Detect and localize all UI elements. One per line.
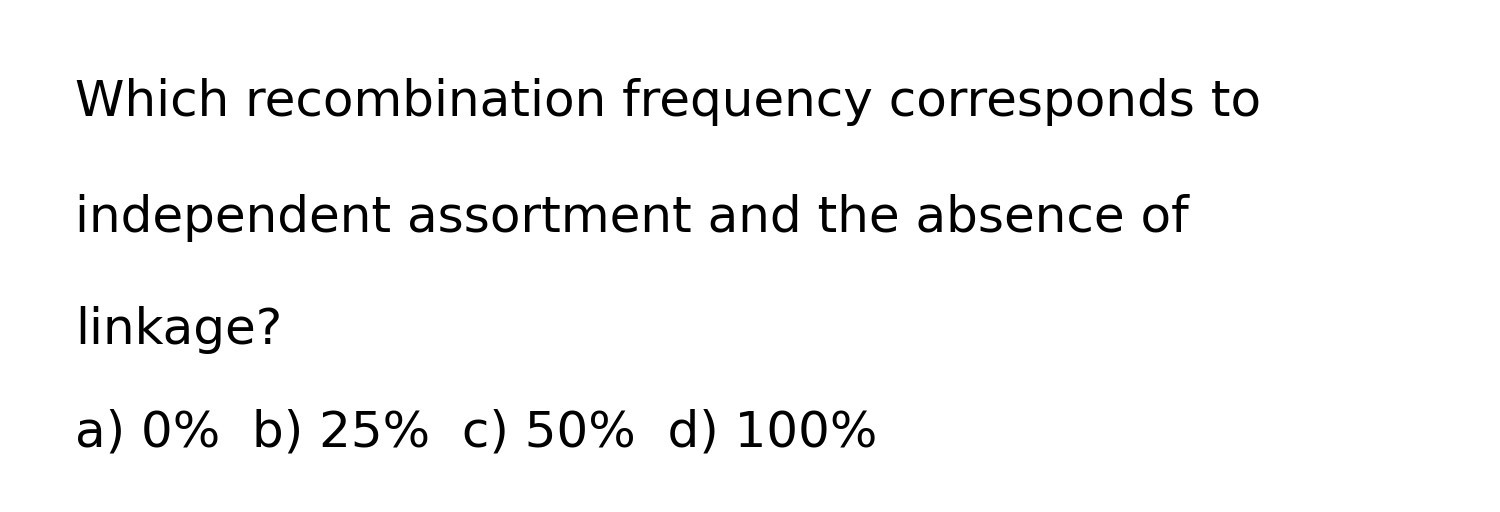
Text: linkage?: linkage? <box>75 306 282 354</box>
Text: independent assortment and the absence of: independent assortment and the absence o… <box>75 194 1188 242</box>
Text: Which recombination frequency corresponds to: Which recombination frequency correspond… <box>75 78 1262 126</box>
Text: a) 0%  b) 25%  c) 50%  d) 100%: a) 0% b) 25% c) 50% d) 100% <box>75 409 877 457</box>
